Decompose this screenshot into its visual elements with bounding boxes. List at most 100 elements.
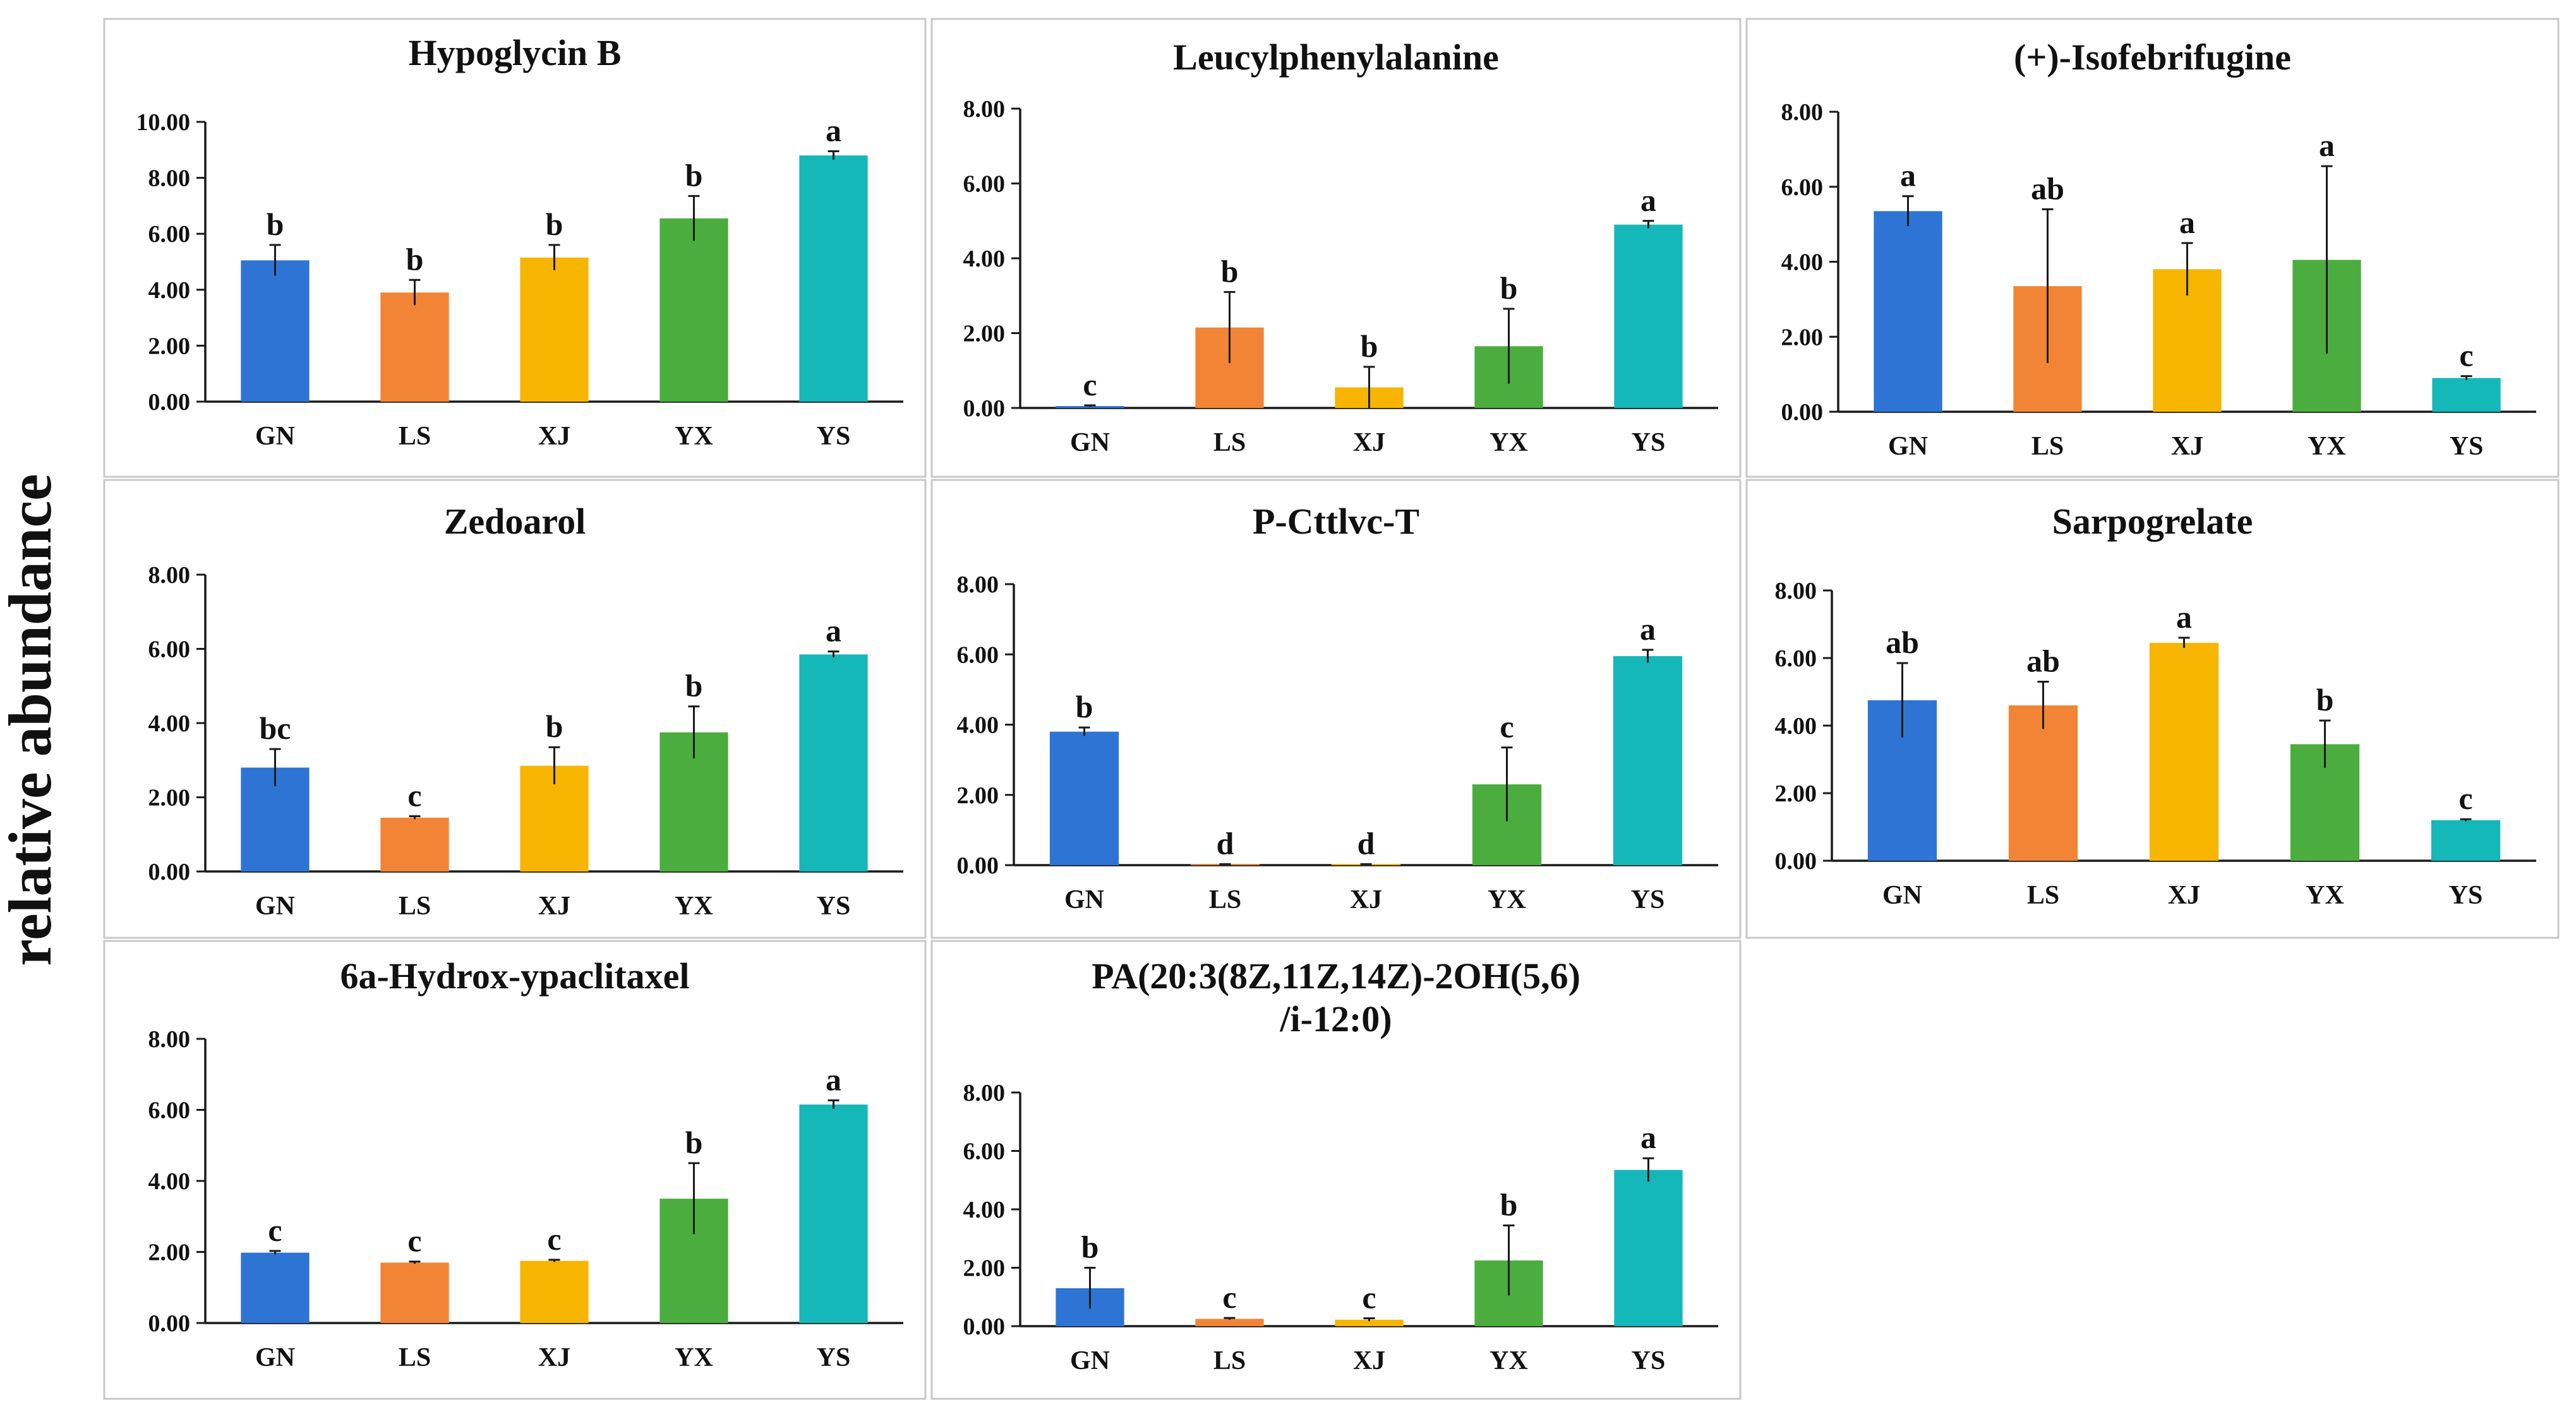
- x-tick-label: GN: [255, 422, 295, 451]
- panel-title: (+)-Isofebrifugine: [2014, 37, 2291, 78]
- x-tick-label: XJ: [538, 1343, 570, 1372]
- x-tick-label: YX: [1488, 885, 1526, 914]
- significance-label: c: [268, 1212, 282, 1248]
- bar-xj: [2149, 642, 2219, 861]
- panel-isofebrifugine: (+)-Isofebrifugine 0.00 2.00 4.00 6.00 8.00 a G…: [1745, 18, 2560, 478]
- bar-ls: [1195, 1319, 1264, 1326]
- y-tick-label: 8.00: [148, 1026, 191, 1053]
- bar-gn: [241, 260, 310, 402]
- significance-label: a: [826, 113, 841, 148]
- y-tick-label: 4.00: [148, 710, 191, 737]
- y-tick-label: 8.00: [148, 165, 191, 192]
- x-tick-label: YS: [1632, 1346, 1666, 1375]
- panel-6a-hydrox-ypaclitaxel: 6a-Hydrox-ypaclitaxel 0.00 2.00 4.00 6.00 8.0…: [103, 940, 927, 1400]
- x-tick-label: XJ: [538, 422, 570, 451]
- y-tick-label: 2.00: [963, 1255, 1006, 1282]
- panel-sarpogrelate: Sarpogrelate0.002.004.006.008.00abGNabLS…: [1745, 479, 2560, 939]
- x-tick-label: LS: [1213, 428, 1246, 457]
- panel-zedoarol: Zedoarol 0.00 2.00 4.00 6.00 8.00 bc GN c LS b XJ b Y…: [103, 479, 927, 939]
- significance-label: b: [406, 241, 424, 277]
- y-tick-label: 6.00: [148, 221, 191, 248]
- y-tick-label: 4.00: [1775, 713, 1817, 739]
- y-tick-label: 0.00: [1781, 399, 1824, 426]
- x-tick-label: LS: [399, 1343, 431, 1372]
- y-tick-label: 2.00: [148, 1240, 191, 1266]
- x-tick-label: YS: [1632, 428, 1666, 457]
- significance-label: a: [2179, 205, 2195, 240]
- x-tick-label: XJ: [1353, 1346, 1385, 1375]
- significance-label: a: [1640, 611, 1656, 647]
- bar-gn: [1049, 731, 1119, 865]
- y-tick-label: 2.00: [1775, 781, 1817, 807]
- y-tick-label: 8.00: [957, 572, 999, 598]
- significance-label: c: [1222, 1279, 1236, 1315]
- y-tick-label: 0.00: [963, 395, 1006, 422]
- x-tick-label: LS: [1209, 885, 1241, 914]
- y-tick-label: 4.00: [963, 1197, 1006, 1223]
- y-tick-label: 4.00: [148, 277, 191, 304]
- significance-label: bc: [260, 710, 291, 746]
- panel-title: Leucylphenylalanine: [1173, 37, 1499, 78]
- y-tick-label: 6.00: [957, 642, 999, 668]
- bar-ys: [799, 155, 868, 402]
- y-tick-label: 4.00: [148, 1168, 191, 1195]
- bar-ys: [1613, 656, 1683, 865]
- significance-label: a: [1640, 1120, 1656, 1155]
- panel-title-line: /i-12:0): [1279, 998, 1392, 1039]
- panel-title-line: PA(20:3(8Z,11Z,14Z)-2OH(5,6): [1092, 955, 1580, 997]
- y-tick-label: 2.00: [957, 782, 999, 809]
- significance-label: c: [2459, 338, 2473, 373]
- panel-p-cttlvc-t: P-Cttlvc-T 0.00 2.00 4.00 6.00 8.00 b GN d LS d XJ c…: [930, 479, 1742, 939]
- bar-ys: [1614, 1170, 1683, 1326]
- y-tick-label: 0.00: [148, 859, 191, 885]
- significance-label: b: [1500, 270, 1518, 306]
- significance-label: a: [1640, 183, 1656, 218]
- y-tick-label: 4.00: [1781, 249, 1824, 276]
- y-axis-label: relative abundance: [0, 474, 64, 966]
- significance-label: d: [1217, 825, 1234, 861]
- significance-label: b: [1081, 1230, 1099, 1265]
- panel-title: Sarpogrelate: [2052, 501, 2253, 542]
- significance-label: c: [407, 1223, 421, 1259]
- significance-label: a: [2319, 128, 2335, 163]
- x-tick-label: YS: [2450, 432, 2484, 461]
- significance-label: a: [2176, 599, 2192, 635]
- panel-title: Zedoarol: [444, 501, 586, 542]
- significance-label: c: [547, 1221, 561, 1257]
- panel-pa-20-3-8z-11z-14z-2oh-5-6-i-12-0: PA(20:3(8Z,11Z,14Z)-2OH(5,6)/i-12:0) 0.00…: [930, 940, 1742, 1400]
- panel-leucylphenylalanine: Leucylphenylalanine 0.00 2.00 4.00 6.00 8.00 c…: [930, 18, 1742, 478]
- x-tick-label: XJ: [2171, 432, 2203, 461]
- y-tick-label: 0.00: [957, 853, 999, 879]
- x-tick-label: GN: [1882, 881, 1922, 910]
- panel-hypoglycin-b: Hypoglycin B 0.00 2.00 4.00 6.00 8.00 10.00 b GN…: [103, 18, 927, 478]
- x-tick-label: YS: [1631, 885, 1665, 914]
- x-tick-label: GN: [255, 1343, 295, 1372]
- x-tick-label: LS: [1213, 1346, 1246, 1375]
- y-tick-label: 8.00: [963, 1080, 1006, 1106]
- y-tick-label: 8.00: [1781, 99, 1824, 126]
- significance-label: c: [1500, 709, 1514, 745]
- x-tick-label: YX: [1490, 1346, 1528, 1375]
- y-tick-label: 8.00: [148, 562, 191, 589]
- significance-label: d: [1357, 825, 1375, 861]
- y-tick-label: 2.00: [148, 333, 191, 359]
- significance-label: a: [1900, 158, 1916, 193]
- x-tick-label: YS: [817, 892, 851, 921]
- x-tick-label: XJ: [1350, 885, 1382, 914]
- significance-label: c: [1362, 1280, 1376, 1315]
- y-tick-label: 6.00: [148, 1098, 191, 1124]
- significance-label: a: [826, 1062, 841, 1097]
- significance-label: b: [685, 157, 703, 193]
- bar-gn: [1874, 211, 1942, 412]
- bar-ys: [799, 1105, 868, 1323]
- x-tick-label: XJ: [1353, 428, 1385, 457]
- y-tick-label: 8.00: [1775, 578, 1817, 604]
- y-tick-label: 0.00: [963, 1314, 1006, 1340]
- y-tick-label: 2.00: [1781, 324, 1824, 350]
- significance-label: b: [267, 207, 284, 242]
- bar-ys: [1614, 224, 1683, 408]
- x-tick-label: YS: [817, 1343, 851, 1372]
- x-tick-label: LS: [399, 892, 431, 921]
- bar-ls: [380, 292, 449, 402]
